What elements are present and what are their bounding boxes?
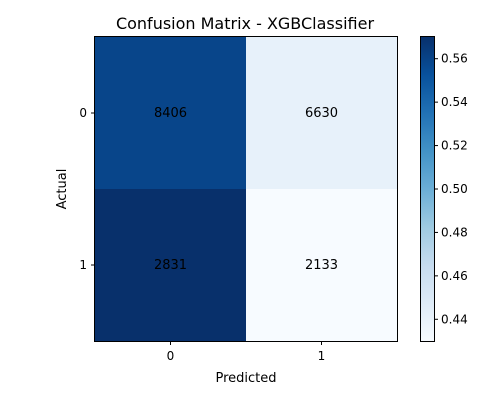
heatmap-cell bbox=[95, 189, 247, 342]
colorbar-ticks: 0.44 0.46 0.48 0.50 0.52 0.54 0.56 bbox=[434, 52, 468, 326]
colorbar-tick-label: 0.50 bbox=[441, 182, 468, 196]
plot-frame bbox=[94, 36, 398, 342]
colorbar-tick-label: 0.56 bbox=[441, 52, 468, 66]
heatmap-cell bbox=[246, 189, 398, 342]
heatmap-cell bbox=[95, 37, 247, 190]
heatmap-cell-value: 2133 bbox=[305, 258, 338, 273]
chart-title: Confusion Matrix - XGBClassifier bbox=[116, 14, 375, 33]
colorbar-gradient bbox=[420, 36, 435, 342]
colorbar-tick-label: 0.52 bbox=[441, 139, 468, 153]
heatmap-cell-value: 8406 bbox=[154, 106, 187, 121]
colorbar-tick-label: 0.54 bbox=[441, 95, 468, 109]
colorbar-tick-label: 0.46 bbox=[441, 269, 468, 283]
y-axis-label: Actual bbox=[55, 169, 70, 210]
heatmap-cells bbox=[95, 37, 398, 342]
y-axis-ticks: 01 bbox=[79, 106, 95, 272]
y-tick-label: 1 bbox=[79, 258, 87, 272]
colorbar-tick-label: 0.48 bbox=[441, 225, 468, 239]
heatmap-cell-value: 6630 bbox=[305, 106, 338, 121]
x-tick-label: 1 bbox=[318, 349, 326, 363]
y-tick-label: 0 bbox=[79, 106, 87, 120]
colorbar: 0.44 0.46 0.48 0.50 0.52 0.54 0.56 bbox=[420, 36, 468, 342]
x-axis-label: Predicted bbox=[215, 371, 276, 386]
heatmap-cell-value: 2831 bbox=[154, 258, 187, 273]
colorbar-tick-label: 0.44 bbox=[441, 312, 468, 326]
heatmap-cell bbox=[246, 37, 398, 190]
heatmap-cell-labels: 8406 6630 2831 2133 bbox=[154, 106, 338, 273]
x-tick-label: 0 bbox=[167, 349, 175, 363]
